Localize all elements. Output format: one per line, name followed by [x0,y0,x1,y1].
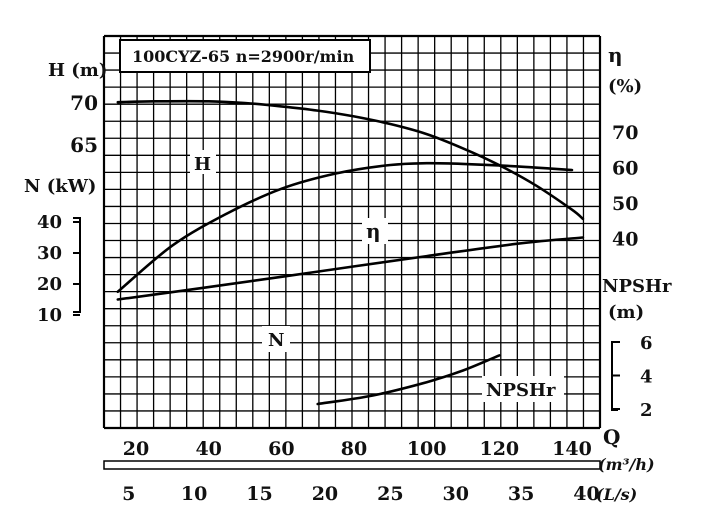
flow-axis-label: Q [603,425,620,449]
x-tick-label-ls: 40 [573,483,599,505]
power-curve [116,236,585,301]
power-tick-label: 40 [37,212,62,233]
head-curve-label: H [194,154,211,175]
chart-title: 100CYZ-65 n=2900r/min [132,47,355,66]
x-tick-label-m3h: 100 [407,438,447,460]
head-curve [116,99,585,221]
eff-label-bg [362,218,388,244]
npshr-label-bg [482,376,564,402]
curves [116,99,585,406]
x-tick-label-m3h: 60 [268,438,294,460]
power-scale-bracket [73,217,81,313]
efficiency-curve-label: η [366,219,381,243]
title-box [119,39,371,73]
efficiency-curve [116,161,574,294]
chart-grid [102,34,602,430]
x-tick-label-m3h: 140 [552,438,592,460]
npshr-tick-label: 6 [640,333,653,354]
npshr-curve [316,354,501,406]
x-tick-label-ls: 25 [377,483,403,505]
x-tick-label-m3h: 80 [341,438,367,460]
efficiency-tick-label: 70 [612,122,638,144]
head-axis-label: H (m) [48,60,107,81]
x-tick-label-ls: 10 [181,483,207,505]
flow-unit-m3h: (m³/h) [598,455,655,474]
npshr-tick-label: 4 [640,367,653,388]
efficiency-axis-label: η [608,43,623,67]
x-tick-label-m3h: 20 [123,438,149,460]
tick-labels: 20 40 60 80 100 120 140 5 10 15 20 25 30 35 40 70 65 40 30… [37,91,653,505]
efficiency-axis-unit: (%) [608,76,642,97]
head-tick-label: 70 [70,91,98,115]
x-tick-label-ls: 5 [122,483,135,505]
npshr-axis-unit: (m) [608,302,644,323]
power-tick-label: 10 [37,305,62,326]
power-curve-label: N [268,330,284,351]
x-tick-label-ls: 20 [312,483,338,505]
efficiency-tick-label: 60 [612,158,638,180]
power-tick-label: 20 [37,274,62,295]
efficiency-tick-label: 40 [612,229,638,251]
x-tick-label-ls: 15 [246,483,272,505]
x-tick-label-m3h: 40 [195,438,221,460]
head-label-bg [190,150,216,174]
x-tick-label-m3h: 120 [479,438,519,460]
npshr-axis-label: NPSHr [602,276,672,297]
head-tick-label: 65 [70,133,98,157]
flow-unit-ls: (L/s) [596,485,637,504]
units-bar [103,460,601,470]
npshr-curve-label: NPSHr [486,380,556,401]
efficiency-tick-label: 50 [612,193,638,215]
x-tick-label-ls: 35 [508,483,534,505]
x-tick-label-ls: 30 [443,483,469,505]
npshr-tick-label: 2 [640,400,653,421]
power-label-bg [262,326,290,352]
power-axis-label: N (kW) [24,176,96,197]
power-tick-label: 30 [37,243,62,264]
